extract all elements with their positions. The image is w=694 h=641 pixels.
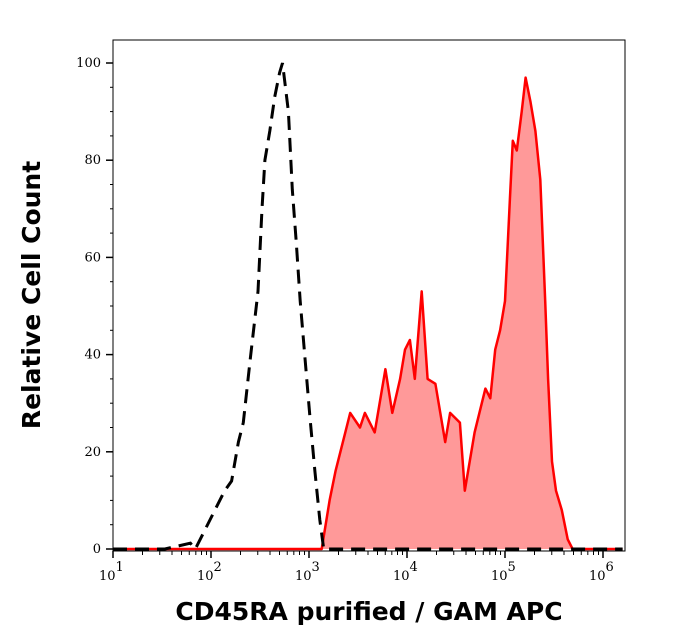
x-tick-label: 103 <box>295 560 320 584</box>
y-tick-label: 40 <box>84 348 101 363</box>
y-tick-label: 80 <box>84 153 101 168</box>
y-tick-label: 100 <box>76 56 101 71</box>
y-tick-label: 0 <box>93 542 101 557</box>
x-tick-label: 106 <box>589 560 614 584</box>
x-tick-label: 104 <box>393 560 418 584</box>
x-tick-label: 101 <box>99 560 124 584</box>
sample-line <box>113 76 623 551</box>
sample-area-fill <box>113 77 623 549</box>
y-tick-label: 20 <box>84 445 101 460</box>
y-tick-label: 60 <box>84 250 101 265</box>
x-tick-label: 105 <box>491 560 516 584</box>
plot-frame <box>112 39 626 552</box>
y-axis-label: Relative Cell Count <box>17 161 46 429</box>
x-axis-label: CD45RA purified / GAM APC <box>175 597 562 626</box>
control-dashed-line <box>113 62 623 552</box>
x-tick-label: 102 <box>197 560 222 584</box>
